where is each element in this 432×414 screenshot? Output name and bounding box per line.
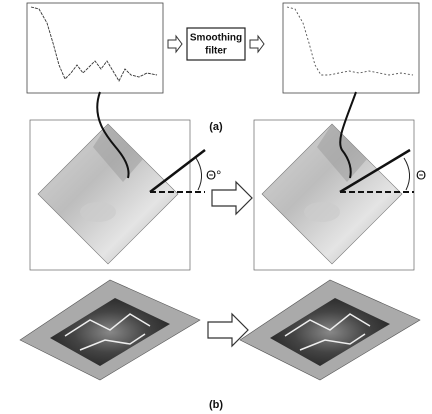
surface-right xyxy=(240,280,420,380)
caption: (a) xyxy=(209,121,223,133)
raw-profile-plot xyxy=(27,3,163,93)
figure: Smoothing filter (a) Θ° Θ (b) xyxy=(0,0,432,414)
map-left xyxy=(30,120,190,270)
angle-arc xyxy=(196,158,202,190)
map-right xyxy=(254,120,414,270)
smoothed-profile-plot xyxy=(283,3,419,93)
angle-label: Θ xyxy=(416,167,426,182)
arrow xyxy=(250,36,264,52)
caption: (b) xyxy=(209,399,223,411)
angle-label: Θ° xyxy=(206,167,221,182)
arrow xyxy=(212,182,252,214)
surface-left xyxy=(20,280,200,380)
filter-label: Smoothing xyxy=(190,33,242,44)
angle-line xyxy=(150,150,205,192)
arrow xyxy=(168,36,182,52)
filter-label: filter xyxy=(205,46,227,57)
angle-arc xyxy=(404,158,410,190)
